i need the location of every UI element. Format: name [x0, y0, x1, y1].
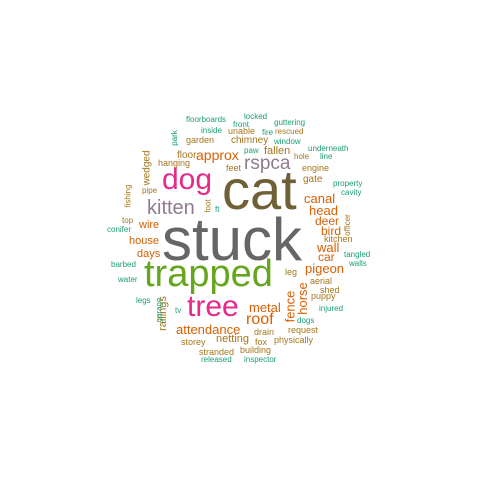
word-rspca: rspca	[244, 153, 291, 174]
word-paw: paw	[244, 146, 259, 155]
word-floorboards: floorboards	[186, 115, 227, 124]
word-garden: garden	[186, 135, 215, 145]
word-cat: cat	[222, 158, 297, 221]
word-released: released	[201, 355, 232, 364]
word-gate: gate	[303, 174, 323, 185]
word-kitten: kitten	[147, 197, 195, 219]
word-window: window	[274, 137, 301, 146]
word-hole: hole	[294, 152, 310, 161]
word-wall: wall	[317, 240, 340, 255]
word-guttering: guttering	[274, 118, 306, 127]
word-chimney: chimney	[231, 135, 269, 146]
word-kitchen: kitchen	[324, 234, 353, 244]
word-tangled: tangled	[344, 250, 371, 259]
word-unable: unable	[228, 126, 256, 136]
word-fishing: fishing	[123, 184, 133, 208]
word-deer: deer	[315, 214, 340, 228]
word-building: building	[240, 345, 272, 355]
word-property: property	[333, 179, 363, 188]
word-storey: storey	[181, 337, 206, 347]
word-walls: walls	[349, 259, 367, 268]
word-tree: tree	[187, 290, 239, 323]
word-line: line	[320, 152, 333, 161]
word-park: park	[169, 130, 179, 146]
word-barbed: barbed	[111, 260, 136, 269]
word-stranded: stranded	[199, 347, 235, 357]
word-water: water	[118, 275, 138, 284]
word-roof: roof	[246, 311, 274, 328]
word-fox: fox	[255, 337, 268, 347]
word-dogs: dogs	[297, 316, 315, 325]
word-foot: foot	[203, 199, 213, 213]
word-locked: locked	[244, 112, 268, 121]
word-legs: legs	[136, 296, 151, 305]
word-days: days	[137, 248, 161, 260]
word-ft: ft	[215, 205, 220, 214]
word-request: request	[288, 325, 319, 335]
word-stuck: stuck	[162, 206, 303, 273]
word-wedged: wedged	[141, 150, 153, 186]
word-metal: metal	[249, 300, 281, 315]
word-netting: netting	[216, 333, 250, 345]
word-underneath: underneath	[308, 144, 349, 153]
word-conifer: conifer	[107, 225, 132, 234]
word-puppy: puppy	[311, 291, 336, 301]
word-wire: wire	[139, 219, 160, 231]
word-pipe: pipe	[142, 186, 158, 195]
word-shed: shed	[320, 285, 340, 295]
word-top: top	[122, 216, 134, 225]
word-drain: drain	[254, 327, 275, 337]
word-attendance: attendance	[176, 322, 241, 337]
word-fire: fire	[262, 128, 274, 137]
word-car: car	[318, 250, 335, 264]
word-garage: garage	[154, 297, 164, 323]
word-hanging: hanging	[158, 158, 191, 168]
word-inspector: inspector	[244, 355, 277, 364]
word-officer: officer	[342, 214, 352, 236]
word-leg: leg	[285, 267, 298, 277]
word-engine: engine	[302, 163, 330, 173]
word-fallen: fallen	[264, 145, 291, 157]
word-canal: canal	[304, 191, 336, 206]
word-house: house	[129, 235, 159, 247]
word-dog: dog	[162, 163, 213, 196]
word-inside: inside	[201, 126, 222, 135]
word-trapped: trapped	[144, 253, 273, 295]
word-tv: tv	[175, 306, 182, 315]
word-feet: feet	[226, 163, 242, 173]
word-approx: approx	[196, 147, 239, 163]
word-physically: physically	[274, 335, 314, 345]
word-front: front	[233, 120, 250, 129]
word-floor: floor	[177, 150, 197, 161]
word-cavity: cavity	[341, 188, 362, 197]
word-horse: horse	[294, 282, 310, 315]
word-head: head	[309, 203, 338, 218]
word-aerial: aerial	[310, 276, 333, 286]
word-injured: injured	[319, 304, 344, 313]
word-bird: bird	[321, 224, 342, 238]
word-pigeon: pigeon	[305, 261, 345, 276]
word-rescued: rescued	[275, 127, 304, 136]
